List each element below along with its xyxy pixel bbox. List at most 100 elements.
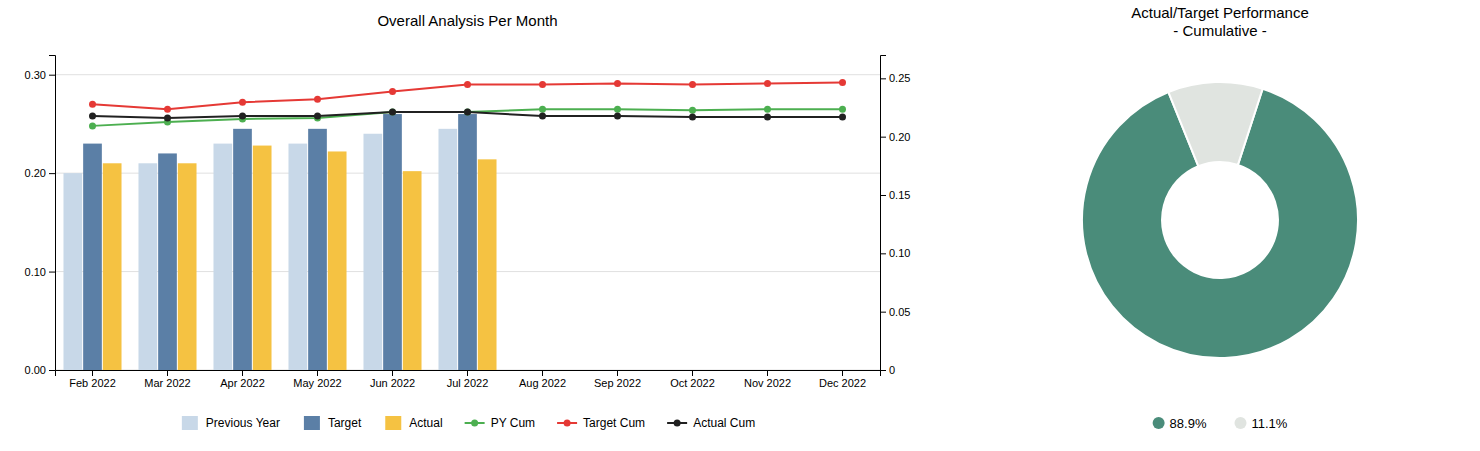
bar [288, 144, 307, 370]
combo-chart: Overall Analysis Per Month Feb 2022 Mar 20… [25, 12, 911, 430]
line-marker [164, 115, 171, 122]
line-series [89, 106, 846, 130]
line [93, 109, 843, 126]
legend-swatch [182, 416, 198, 430]
line-series [89, 109, 846, 122]
legend-label: Previous Year [206, 416, 280, 430]
bar [138, 163, 157, 370]
y2-axis: 00.050.100.150.200.25 [880, 56, 910, 377]
line-marker [839, 79, 846, 86]
tick-label: 0 [889, 364, 895, 376]
legend-swatch [304, 416, 320, 430]
legend-label: Actual [409, 416, 442, 430]
bar-series [83, 114, 477, 370]
tick: May 2022 [293, 370, 341, 389]
line-marker [539, 81, 546, 88]
tick: Mar 2022 [144, 370, 190, 389]
tick-label: May 2022 [293, 377, 341, 389]
tick-label: Jul 2022 [447, 377, 489, 389]
line-marker [464, 109, 471, 116]
tick-label: 0.15 [889, 189, 910, 201]
legend-item: Actual [385, 416, 442, 430]
tick: 0.15 [880, 189, 910, 201]
line-marker [464, 81, 471, 88]
chart-title: Overall Analysis Per Month [377, 12, 557, 29]
tick-mark [842, 370, 843, 376]
bar [83, 144, 102, 370]
tick: Apr 2022 [220, 370, 265, 389]
legend-label: 11.1% [1251, 416, 1287, 431]
axis-line [49, 56, 56, 371]
tick: 0.00 [25, 364, 55, 376]
axis-line [56, 371, 881, 377]
tick-mark [880, 312, 886, 313]
legend-label: Target [328, 416, 362, 430]
grid-line [55, 74, 880, 75]
bar [458, 114, 477, 370]
legend-item: Target [304, 416, 362, 430]
legend-item: 11.1% [1234, 416, 1287, 431]
legend: Previous YearTargetActualPY CumTarget Cu… [182, 416, 755, 430]
bar [178, 163, 197, 370]
tick: 0.10 [880, 247, 910, 259]
tick-label: Oct 2022 [670, 377, 715, 389]
tick-mark [880, 137, 886, 138]
legend-swatch [564, 420, 571, 427]
tick-mark [467, 370, 468, 376]
legend-item: Actual Cum [667, 416, 755, 430]
legend-item: Target Cum [557, 416, 645, 430]
bar [103, 163, 122, 370]
legend-swatch [385, 416, 401, 430]
tick: 0.10 [25, 266, 55, 278]
tick-label: Feb 2022 [69, 377, 115, 389]
tick: Nov 2022 [744, 370, 791, 389]
legend-swatch [471, 420, 478, 427]
legend-label: 88.9% [1170, 416, 1207, 431]
line-marker [164, 106, 171, 113]
line-marker [89, 101, 96, 108]
tick-mark [880, 195, 886, 196]
axis-line [881, 56, 887, 371]
line-marker [239, 99, 246, 106]
tick-label: 0.10 [889, 247, 910, 259]
line-marker [389, 109, 396, 116]
bar [308, 129, 327, 370]
bar [403, 171, 422, 370]
bar [478, 159, 497, 370]
bar [213, 144, 232, 370]
tick: Jun 2022 [370, 370, 415, 389]
bar [63, 173, 82, 370]
line-marker [839, 106, 846, 113]
x-axis: Feb 2022 Mar 2022 Apr 2022 May 2022 Jun 2022… [56, 370, 881, 389]
tick-label: 0.30 [25, 69, 46, 81]
tick: Feb 2022 [69, 370, 115, 389]
tick: 0.05 [880, 306, 910, 318]
bar [438, 129, 457, 370]
bar [253, 146, 272, 370]
tick: 0 [880, 364, 895, 376]
tick-mark [49, 173, 55, 174]
tick-label: Aug 2022 [519, 377, 566, 389]
legend-label: Actual Cum [693, 416, 755, 430]
tick-label: Dec 2022 [819, 377, 866, 389]
line-marker [239, 113, 246, 120]
line-marker [89, 113, 96, 120]
line-marker [614, 80, 621, 87]
grid [55, 75, 880, 370]
tick-mark [92, 370, 93, 376]
line-marker [689, 81, 696, 88]
line-marker [689, 114, 696, 121]
tick-mark [167, 370, 168, 376]
line-marker [539, 106, 546, 113]
line-marker [764, 106, 771, 113]
bar [328, 151, 347, 370]
chart-canvas: Overall Analysis Per Month Feb 2022 Mar 20… [0, 0, 1480, 451]
tick-label: Jun 2022 [370, 377, 415, 389]
tick-mark [542, 370, 543, 376]
bar-series [103, 146, 497, 370]
tick: Jul 2022 [447, 370, 489, 389]
tick-mark [392, 370, 393, 376]
donut-chart: Actual/Target Performance- Cumulative -8… [1082, 4, 1358, 431]
tick: Sep 2022 [594, 370, 641, 389]
tick: 0.30 [25, 69, 55, 81]
